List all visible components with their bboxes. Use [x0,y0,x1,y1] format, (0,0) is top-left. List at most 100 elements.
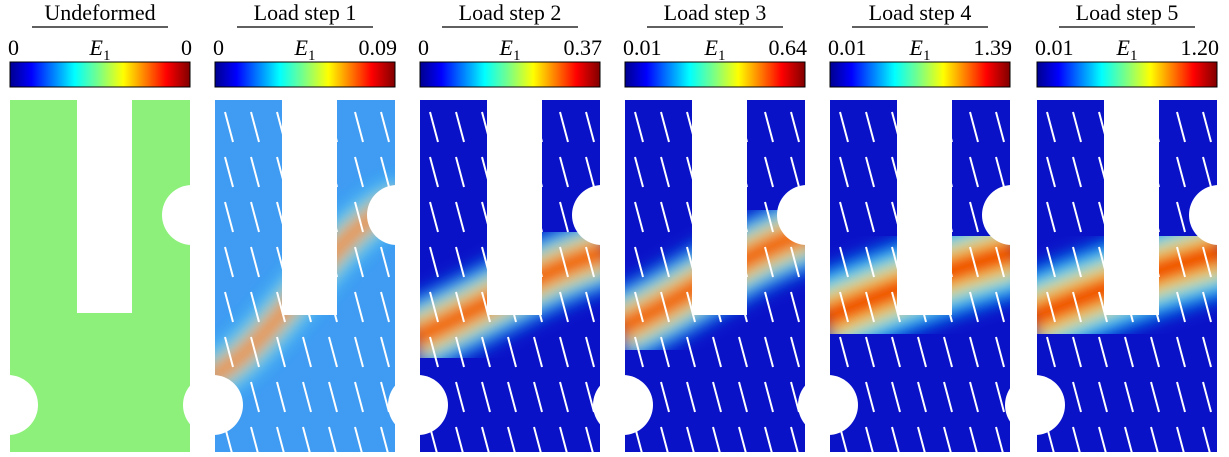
direction-line [764,336,774,368]
direction-line [969,201,979,233]
direction-line [943,426,952,452]
panel: Load step 50.01 1.20 E1 [1005,0,1229,452]
direction-line [380,246,390,278]
colorbar [1036,61,1218,88]
direction-line [276,291,286,323]
direction-line [839,246,849,278]
direction-line [634,336,644,368]
panel: Load step 1 0 0.09 E1 [183,0,427,452]
colorbar-label: E1 [499,35,521,64]
panel: Load step 2 0 0.37 E1 [388,0,632,452]
direction-line [276,381,286,413]
direction-line [634,111,644,143]
slot [282,100,337,315]
colorbar-label: E1 [294,35,316,64]
direction-line [712,426,721,452]
direction-line [1072,201,1082,233]
direction-line [302,426,311,452]
direction-line [660,381,670,413]
direction-line [224,111,234,143]
subscript: 1 [513,48,521,64]
direction-line [1176,426,1185,452]
direction-line [995,111,1005,143]
colorbar [419,61,601,88]
panel-title: Load step 3 [664,0,767,25]
direction-line [455,156,465,188]
direction-line [891,381,901,413]
notch-right [162,185,222,245]
symbol: E [499,35,514,60]
direction-line [764,201,774,233]
direction-line [455,381,465,413]
direction-line [1202,111,1212,143]
subscript: 1 [718,48,726,64]
direction-line [224,246,234,278]
direction-line [250,291,260,323]
direction-line [250,381,260,413]
direction-line [660,291,670,323]
direction-line [455,291,465,323]
notch-left [1005,375,1065,435]
direction-line [686,426,695,452]
colorbar [214,61,396,88]
direction-line [1150,336,1160,368]
notch-right [367,185,427,245]
direction-line [764,381,774,413]
panel-title: Load step 1 [254,0,357,25]
colorbar-min: 0 [213,35,224,60]
direction-line [559,291,569,323]
direction-line [1046,246,1056,278]
direction-line [738,426,747,452]
direction-line [1046,291,1056,323]
direction-line [917,381,927,413]
direction-line [969,426,978,452]
direction-line [1202,291,1212,323]
direction-line [969,381,979,413]
direction-line [1046,111,1056,143]
direction-line [1098,336,1108,368]
direction-line [839,201,849,233]
direction-line [559,426,568,452]
notch-right [572,185,632,245]
direction-line [738,381,748,413]
panel-title: Undeformed [44,0,155,25]
direction-line [969,246,979,278]
colorbar-min: 0.01 [828,35,867,60]
subscript: 1 [103,48,111,64]
direction-line [1046,336,1056,368]
direction-line [328,426,337,452]
direction-line [1202,381,1212,413]
direction-line [865,336,875,368]
notch-left [183,375,243,435]
symbol: E [704,35,719,60]
direction-line [764,291,774,323]
direction-line [533,336,543,368]
direction-line [354,156,364,188]
direction-line [865,246,875,278]
colorbar [829,61,1011,88]
direction-line [969,156,979,188]
panel: Load step 40.01 1.39 E1 [798,0,1042,452]
direction-line [354,381,364,413]
direction-line [455,426,464,452]
colorbar-min: 0 [8,35,19,60]
colorbar-min: 0 [418,35,429,60]
direction-line [995,336,1005,368]
direction-line [224,156,234,188]
direction-line [865,291,875,323]
direction-line [1072,336,1082,368]
direction-line [839,291,849,323]
direction-line [250,336,260,368]
direction-line [533,381,543,413]
direction-line [380,111,390,143]
slot [487,100,542,315]
direction-line [380,156,390,188]
colorbar [624,61,806,88]
direction-line [276,336,286,368]
colorbar-max: 1.20 [1181,35,1220,60]
direction-line [764,246,774,278]
direction-line [995,426,1004,452]
direction-line [865,426,874,452]
colorbar-label: E1 [909,35,931,64]
